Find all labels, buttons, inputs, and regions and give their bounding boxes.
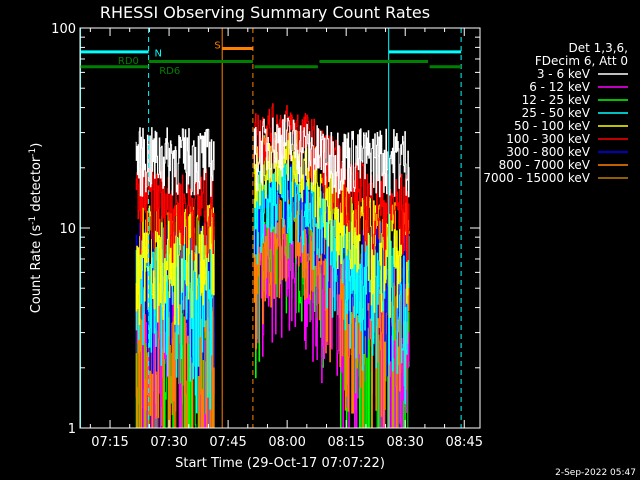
legend-header-1: Det 1,3,6, xyxy=(569,41,629,55)
series-4-segment-0 xyxy=(135,203,215,325)
legend-header-2: FDecim 6, Att 0 xyxy=(535,54,628,68)
legend-label-5: 100 - 300 keV xyxy=(506,132,590,146)
legend-label-4: 50 - 100 keV xyxy=(514,119,591,133)
mode-label-2: RD0 xyxy=(118,56,139,67)
x-tick-label-1: 07:30 xyxy=(150,435,187,450)
x-tick-label-3: 08:00 xyxy=(268,435,305,450)
x-axis-label: Start Time (29-Oct-17 07:07:22) xyxy=(175,456,385,471)
mode-label-3: RD6 xyxy=(159,66,180,77)
annotation-layer: N S RD0 RD6 xyxy=(80,28,462,428)
series-4-segment-1 xyxy=(253,128,410,318)
y-tick-label-1: 10 xyxy=(59,222,76,237)
series-0-segment-0 xyxy=(135,127,215,197)
data-layer xyxy=(135,103,410,429)
footer-timestamp: 2-Sep-2022 05:47 xyxy=(555,468,636,478)
series-0-segment-1 xyxy=(253,114,410,199)
svg-text:Count Rate (s-1 detector-1): Count Rate (s-1 detector-1) xyxy=(28,143,44,314)
legend-label-3: 25 - 50 keV xyxy=(522,106,591,120)
legend-label-7: 800 - 7000 keV xyxy=(499,158,591,172)
y-axis-label: Count Rate (s-1 detector-1) xyxy=(28,143,44,314)
y-tick-label-2: 1 xyxy=(68,422,76,437)
legend-label-2: 12 - 25 keV xyxy=(522,93,591,107)
y-tick-label-0: 100 xyxy=(51,22,76,37)
legend-label-8: 7000 - 15000 keV xyxy=(483,171,590,185)
axes-layer: 07:15 07:30 07:45 08:00 08:15 08:30 08:45 100 10… xyxy=(51,22,483,450)
x-tick-label-0: 07:15 xyxy=(91,435,128,450)
legend-label-1: 6 - 12 keV xyxy=(529,80,591,94)
mode-label-0: N xyxy=(155,49,162,60)
x-tick-label-5: 08:30 xyxy=(386,435,423,450)
x-tick-label-4: 08:15 xyxy=(327,435,364,450)
legend-label-0: 3 - 6 keV xyxy=(537,67,591,81)
chart-title: RHESSI Observing Summary Count Rates xyxy=(100,3,430,22)
mode-label-1: S xyxy=(214,40,220,51)
legend-label-6: 300 - 800 keV xyxy=(506,145,590,159)
x-tick-label-2: 07:45 xyxy=(209,435,246,450)
x-tick-label-6: 08:45 xyxy=(446,435,483,450)
